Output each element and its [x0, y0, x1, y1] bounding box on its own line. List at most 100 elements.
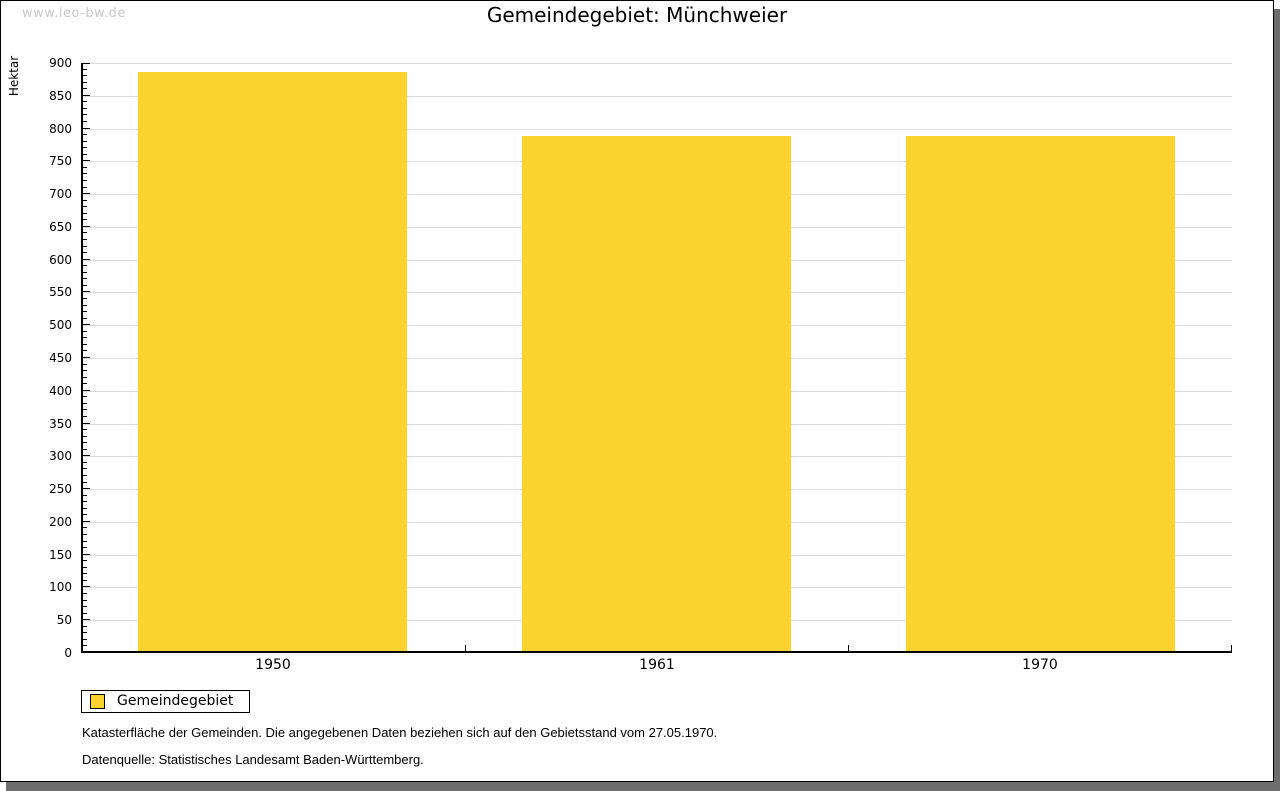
y-major-tick — [83, 225, 90, 227]
y-tick-label: 0 — [64, 646, 72, 660]
y-minor-tick — [83, 68, 87, 70]
footnotes: Katasterfläche der Gemeinden. Die angege… — [82, 725, 717, 767]
y-minor-tick — [83, 173, 87, 175]
y-minor-tick — [83, 612, 87, 614]
y-minor-tick — [83, 81, 87, 83]
y-minor-tick — [83, 540, 87, 542]
y-minor-tick — [83, 507, 87, 509]
y-minor-tick — [83, 180, 87, 181]
y-tick-label: 150 — [49, 547, 72, 562]
y-tick-label: 200 — [49, 514, 72, 529]
y-minor-tick — [83, 271, 87, 273]
legend-swatch — [90, 694, 105, 709]
y-minor-tick — [83, 606, 87, 608]
y-minor-tick — [83, 527, 87, 529]
x-end-tick — [1231, 645, 1232, 651]
y-major-tick — [83, 291, 90, 293]
y-minor-tick — [83, 304, 87, 306]
y-tick-label: 600 — [49, 252, 72, 267]
y-minor-tick — [83, 461, 87, 463]
y-tick-label: 350 — [49, 416, 72, 431]
y-minor-tick — [83, 330, 87, 332]
y-major-tick — [83, 127, 90, 129]
y-tick-label: 750 — [49, 154, 72, 169]
watermark-url: www.leo-bw.de — [22, 6, 126, 21]
y-minor-tick — [83, 245, 87, 247]
y-major-tick — [83, 422, 90, 424]
y-tick-label: 650 — [49, 219, 72, 234]
y-major-tick — [83, 455, 90, 457]
y-minor-tick — [83, 284, 87, 286]
y-major-tick — [83, 160, 90, 162]
y-minor-tick — [83, 121, 87, 122]
y-minor-tick — [83, 442, 87, 444]
legend-box: Gemeindegebiet — [81, 690, 251, 713]
bar-1970 — [906, 136, 1175, 651]
y-minor-tick — [83, 481, 87, 483]
y-minor-tick — [83, 383, 87, 385]
y-minor-tick — [83, 219, 87, 221]
y-minor-tick — [83, 409, 87, 411]
y-minor-tick — [83, 337, 87, 339]
y-tick-label: 550 — [49, 285, 72, 300]
x-boundary-tick — [465, 645, 466, 651]
y-minor-tick — [83, 311, 87, 313]
y-minor-tick — [83, 134, 87, 136]
y-minor-tick — [83, 265, 87, 267]
chart-title: Gemeindegebiet: Münchweier — [486, 3, 788, 27]
y-minor-tick — [83, 435, 87, 437]
y-tick-label: 850 — [49, 88, 72, 103]
y-minor-tick — [83, 376, 87, 378]
y-major-tick — [83, 63, 90, 64]
y-minor-tick — [83, 75, 87, 77]
y-minor-tick — [83, 140, 87, 142]
y-major-tick — [83, 619, 90, 621]
y-minor-tick — [83, 514, 87, 516]
y-minor-tick — [83, 343, 87, 345]
y-minor-tick — [83, 416, 87, 417]
footnote-data-source: Datenquelle: Statistisches Landesamt Bad… — [82, 752, 424, 767]
y-major-tick — [83, 520, 90, 522]
y-minor-tick — [83, 363, 87, 365]
y-major-tick — [83, 357, 90, 358]
y-tick-label: 400 — [49, 383, 72, 398]
y-minor-tick — [83, 566, 87, 568]
y-minor-tick — [83, 153, 87, 155]
y-major-tick — [83, 324, 90, 326]
y-minor-tick — [83, 638, 87, 640]
y-major-tick — [83, 258, 90, 260]
y-tick-label: 100 — [49, 580, 72, 595]
y-minor-tick — [83, 212, 87, 214]
y-major-tick — [83, 94, 90, 96]
y-minor-tick — [83, 573, 87, 575]
y-tick-label: 700 — [49, 187, 72, 202]
y-major-tick — [83, 586, 90, 588]
y-tick-label: 900 — [49, 56, 72, 70]
y-minor-tick — [83, 396, 87, 398]
y-major-tick — [83, 652, 90, 653]
y-minor-tick — [83, 625, 87, 627]
x-tick-label-1970: 1970 — [1022, 657, 1058, 673]
y-minor-tick — [83, 252, 87, 254]
gridline — [83, 95, 1232, 97]
y-minor-tick — [83, 579, 87, 581]
legend-label: Gemeindegebiet — [117, 693, 234, 709]
y-minor-tick — [83, 599, 87, 601]
y-minor-tick — [83, 494, 87, 496]
y-axis-line — [81, 63, 83, 653]
y-minor-tick — [83, 166, 87, 168]
footnote-source-description: Katasterfläche der Gemeinden. Die angege… — [82, 725, 718, 740]
y-minor-tick — [83, 350, 87, 352]
y-major-tick — [83, 488, 90, 490]
plot-area: 0 50 100 150 200 250 300 350 400 450 500 550 600 650 7… — [49, 56, 1232, 673]
y-minor-tick — [83, 199, 87, 201]
y-minor-tick — [83, 107, 87, 109]
x-tick-label-1961: 1961 — [639, 657, 675, 673]
y-minor-tick — [83, 186, 87, 188]
y-tick-label: 250 — [49, 482, 72, 497]
y-minor-tick — [83, 429, 87, 431]
y-axis-label: Hektar — [7, 55, 21, 97]
y-minor-tick — [83, 101, 87, 103]
y-minor-tick — [83, 501, 87, 503]
gridline — [83, 128, 1232, 130]
